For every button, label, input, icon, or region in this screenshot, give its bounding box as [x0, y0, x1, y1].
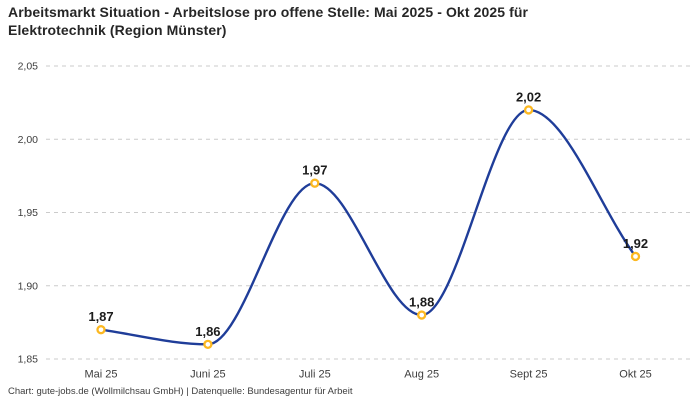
y-tick-label: 1,95 [18, 207, 39, 219]
y-tick-label: 1,90 [18, 280, 39, 292]
y-tick-label: 2,05 [18, 61, 39, 73]
series-line [99, 108, 637, 346]
data-point-label: 1,87 [88, 309, 113, 324]
data-point-marker [310, 178, 320, 188]
data-point-marker [523, 105, 534, 115]
chart-title: Arbeitsmarkt Situation - Arbeitslose pro… [8, 4, 529, 38]
data-point-label: 1,88 [409, 295, 434, 310]
data-point-label: 1,97 [302, 163, 327, 178]
x-tick-label: Okt 25 [619, 369, 651, 381]
data-point-label: 1,86 [195, 324, 220, 339]
x-tick-label: Juni 25 [190, 369, 225, 381]
data-point-marker [417, 310, 427, 320]
data-point-marker [203, 339, 213, 350]
x-tick-label: Mai 25 [84, 369, 117, 381]
x-tick-label: Juli 25 [299, 369, 331, 381]
x-tick-label: Sept 25 [510, 369, 548, 381]
data-point-label: 1,92 [623, 236, 648, 251]
data-point-marker [96, 325, 106, 335]
y-tick-label: 2,00 [18, 134, 39, 146]
x-tick-label: Aug 25 [404, 369, 439, 381]
y-tick-label: 1,85 [18, 354, 39, 366]
data-point-marker [630, 251, 641, 262]
chart-source-attribution: Chart: gute-jobs.de (Wollmilchsau GmbH) … [8, 386, 353, 397]
data-point-label: 2,02 [516, 89, 541, 104]
